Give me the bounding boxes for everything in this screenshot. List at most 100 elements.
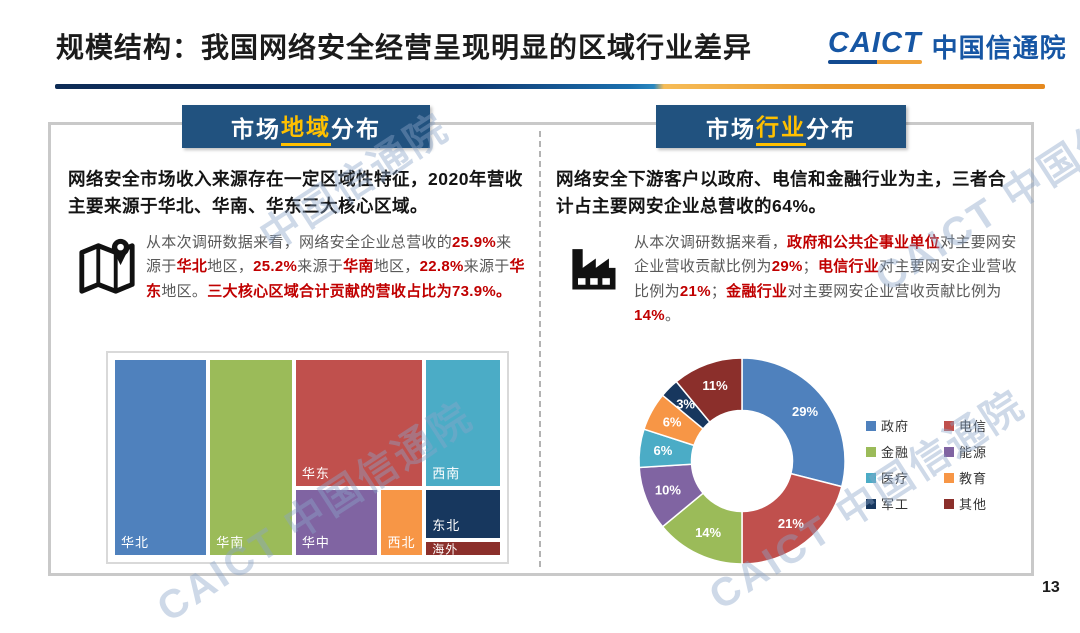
legend-item-政府: 政府 [866,416,940,435]
caict-logo: CAICT 中国信通院 [828,28,1067,65]
emphasis-text: 电信行业 [817,258,880,276]
legend-item-金融: 金融 [866,442,940,461]
legend-label: 医疗 [881,471,910,486]
header-highlight: 行业 [756,108,806,146]
donut-slice-label: 11% [702,378,728,393]
industry-legend: 政府 电信金融 能源医疗 教育军工 其他 [866,416,1018,513]
logo-caict-block: CAICT [828,29,922,64]
body-text: 对主要网安企业营收贡献比例为 [634,234,1017,276]
industry-panel: 市场 行业 分布 网络安全下游客户以政府、电信和金融行业为主，三者合计占主要网安企业… [540,105,1032,573]
donut-slice-其他 [675,357,743,424]
emphasis-text: 21% [679,282,711,300]
emphasis-text: 华南 [343,258,374,276]
body-text: 对主要网安企业营收比例为 [634,258,1017,300]
emphasis-text: 华北 [176,258,208,276]
logo-underline [828,60,922,64]
logo-caict-text: CAICT [828,27,922,59]
treemap-region-label: 华北 [121,535,150,550]
industry-donut-chart: 29% 21% 14% 10% 6% 6% 3% 11% [638,357,846,565]
region-panel-header: 市场 地域 分布 [182,105,430,148]
body-text: 从本次调研数据来看， [634,234,788,251]
body-text: 地区。 [161,282,208,300]
emphasis-text: 22.8% [419,258,464,276]
treemap-region-华南: 华南 [208,358,294,557]
treemap-region-海外: 海外 [424,540,502,557]
legend-label: 其他 [959,497,988,512]
emphasis-text: 25.2% [253,258,298,276]
legend-item-医疗: 医疗 [866,468,940,487]
treemap-region-label: 华中 [301,534,330,550]
legend-label: 军工 [881,497,910,512]
donut-slice-label: 3% [676,397,695,412]
header-post: 分布 [806,115,856,142]
donut-slice-label: 21% [778,516,804,531]
body-text: 地区， [207,258,254,276]
emphasis-text: 三大核心区域合计贡献的营收占比为73.9%。 [207,282,512,300]
legend-label: 金融 [881,445,910,460]
region-intro-text: 网络安全市场收入来源存在一定区域性特征，2020年营收主要来源于华北、华南、华东… [68,169,523,217]
donut-slice-label: 6% [663,415,682,430]
legend-swatch [866,446,876,457]
body-text: 来源于 [146,234,512,276]
page-title: 规模结构：我国网络安全经营呈现明显的区域行业差异 [56,32,753,63]
legend-item-其他: 其他 [944,494,1018,513]
treemap-region-label: 东北 [432,518,461,534]
header-post: 分布 [331,115,381,142]
treemap-region-华东: 华东 [293,358,425,489]
legend-swatch [944,420,954,431]
factory-icon [562,236,624,298]
region-paragraph: 从本次调研数据来看，网络安全企业总营收的25.9%来源于华北地区，25.2%来源… [146,231,526,304]
body-text: 对主要网安企业营收贡献比例为 [787,282,1002,300]
treemap-region-label: 海外 [432,542,459,557]
donut-slice-label: 6% [654,443,673,458]
treemap-region-label: 华南 [216,535,245,550]
legend-item-教育: 教育 [944,468,1018,487]
emphasis-text: 14% [634,306,665,324]
industry-intro-text: 网络安全下游客户以政府、电信和金融行业为主，三者合计占主要网安企业总营收的64%… [556,169,1006,217]
legend-swatch [866,498,876,509]
donut-slice-政府 [741,357,846,488]
emphasis-text: 25.9% [452,234,497,251]
treemap-area: 华北 华南 华东 西南华中 西北 东北海外 [113,358,502,557]
treemap-region-西北: 西北 [379,488,425,557]
legend-swatch [944,498,954,509]
industry-panel-header: 市场 行业 分布 [656,105,906,148]
region-treemap-chart: 华北 华南 华东 西南华中 西北 东北海外 [106,351,509,564]
donut-slice-label: 10% [655,482,681,497]
treemap-region-东北: 东北 [424,488,502,541]
donut-slice-label: 14% [695,525,721,540]
treemap-region-西南: 西南 [424,358,502,489]
body-text: 地区， [373,258,420,276]
legend-item-能源: 能源 [944,442,1018,461]
emphasis-text: 华东 [146,258,525,300]
treemap-region-label: 华东 [301,466,330,482]
treemap-region-华北: 华北 [113,358,209,557]
legend-swatch [944,472,954,483]
slide: { "page": { "number": "13" }, "header": … [48,28,1080,631]
donut-slice-label: 29% [792,404,818,419]
legend-label: 政府 [881,419,910,434]
legend-swatch [866,472,876,483]
emphasis-text: 金融行业 [726,282,788,300]
legend-label: 能源 [959,445,988,460]
header-pre: 市场 [231,115,281,142]
body-text: 。 [664,306,681,324]
body-text: ； [710,282,727,300]
treemap-region-华中: 华中 [293,488,380,557]
logo-cn-text: 中国信通院 [931,33,1067,63]
page-number: 13 [1042,579,1060,596]
donut-slice-电信 [741,472,843,565]
legend-swatch [866,420,876,431]
legend-item-电信: 电信 [944,416,1018,435]
legend-label: 教育 [959,471,988,486]
industry-paragraph: 从本次调研数据来看，政府和公共企事业单位对主要网安企业营收贡献比例为29%；电信… [634,231,1022,328]
header-pre: 市场 [706,115,756,142]
title-divider-rule [55,84,1045,89]
region-panel: 市场 地域 分布 网络安全市场收入来源存在一定区域性特征，2020年营收主要来源于华… [48,105,540,573]
body-text: 来源于 [297,258,344,276]
header-highlight: 地域 [281,108,331,146]
treemap-region-label: 西北 [387,534,416,550]
treemap-region-label: 西南 [432,466,461,482]
body-text: 从本次调研数据来看，网络安全企业总营收的 [146,234,453,251]
legend-item-军工: 军工 [866,494,940,513]
